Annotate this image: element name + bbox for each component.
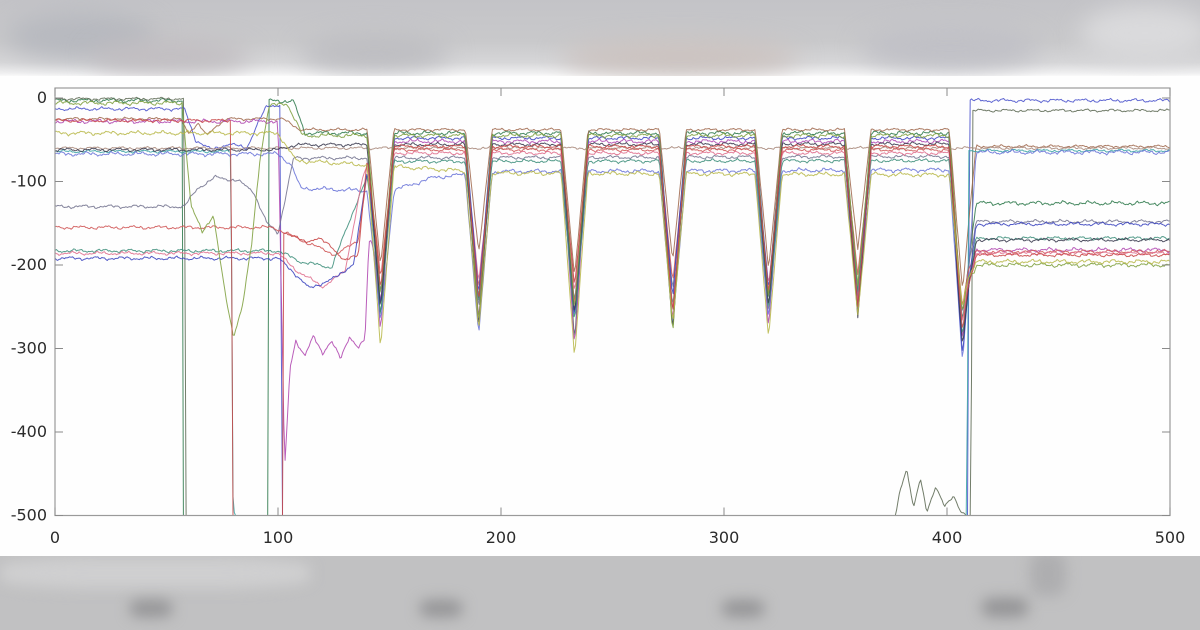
- series-line-olive-a: [55, 129, 1170, 353]
- blur-blob: [420, 600, 462, 617]
- series-line-magenta-a: [55, 118, 1170, 461]
- series-line-blue-c: [55, 135, 1170, 352]
- series-line-red-b: [55, 147, 1170, 304]
- series-line-green-a: [55, 97, 1170, 515]
- series-line-tan-a: [55, 145, 1170, 151]
- series-lines: [55, 96, 1170, 515]
- series-line-slate-a: [55, 153, 1170, 311]
- y-tick-label: -200: [11, 255, 47, 274]
- blur-blob: [1030, 556, 1066, 596]
- x-tick-label: 500: [1155, 528, 1186, 547]
- blur-blob: [1080, 6, 1200, 60]
- plot-frame: 0 100 200 300 400 500 0 -100 -200 -300 -400 -500: [11, 87, 1186, 547]
- blur-blob: [300, 34, 450, 72]
- series-line-graygreen-a: [55, 96, 1170, 515]
- blur-blob: [130, 600, 172, 617]
- y-tick-label: -300: [11, 339, 47, 358]
- series-line-brown-a: [55, 116, 1170, 286]
- figure-background: [0, 76, 1200, 556]
- series-line-pink-a: [55, 150, 1170, 321]
- line-chart: 0 100 200 300 400 500 0 -100 -200 -300 -400 -500: [0, 76, 1200, 556]
- series-line-cyan-a: [55, 148, 1170, 515]
- x-tick-label: 200: [486, 528, 517, 547]
- series-line-blue-a: [55, 97, 1170, 515]
- chart-figure: 0 100 200 300 400 500 0 -100 -200 -300 -400 -500: [0, 76, 1200, 556]
- bottom-blur-band: [0, 556, 1200, 630]
- y-tick-label: -500: [11, 506, 47, 525]
- y-tick-label: -100: [11, 172, 47, 191]
- y-tick-label: -400: [11, 422, 47, 441]
- series-line-red-a: [55, 117, 1170, 515]
- x-tick-label: 100: [263, 528, 294, 547]
- series-line-yellowgreen-a: [55, 100, 1170, 336]
- blur-blob: [722, 600, 764, 617]
- series-line-navy-a: [55, 141, 1170, 342]
- blur-blob: [860, 26, 1040, 70]
- x-tick-label: 300: [709, 528, 740, 547]
- x-tick-label: 400: [932, 528, 963, 547]
- blur-blob: [90, 40, 250, 74]
- plot-box: [54, 87, 1171, 517]
- top-blur-band: [0, 0, 1200, 76]
- blur-blob: [982, 598, 1028, 617]
- x-tick-label: 0: [50, 528, 60, 547]
- series-line-teal-b: [55, 158, 1170, 333]
- blur-blob: [560, 40, 800, 76]
- y-tick-label: 0: [37, 88, 47, 107]
- series-line-blue-b: [55, 148, 1170, 357]
- blur-blob: [0, 558, 310, 588]
